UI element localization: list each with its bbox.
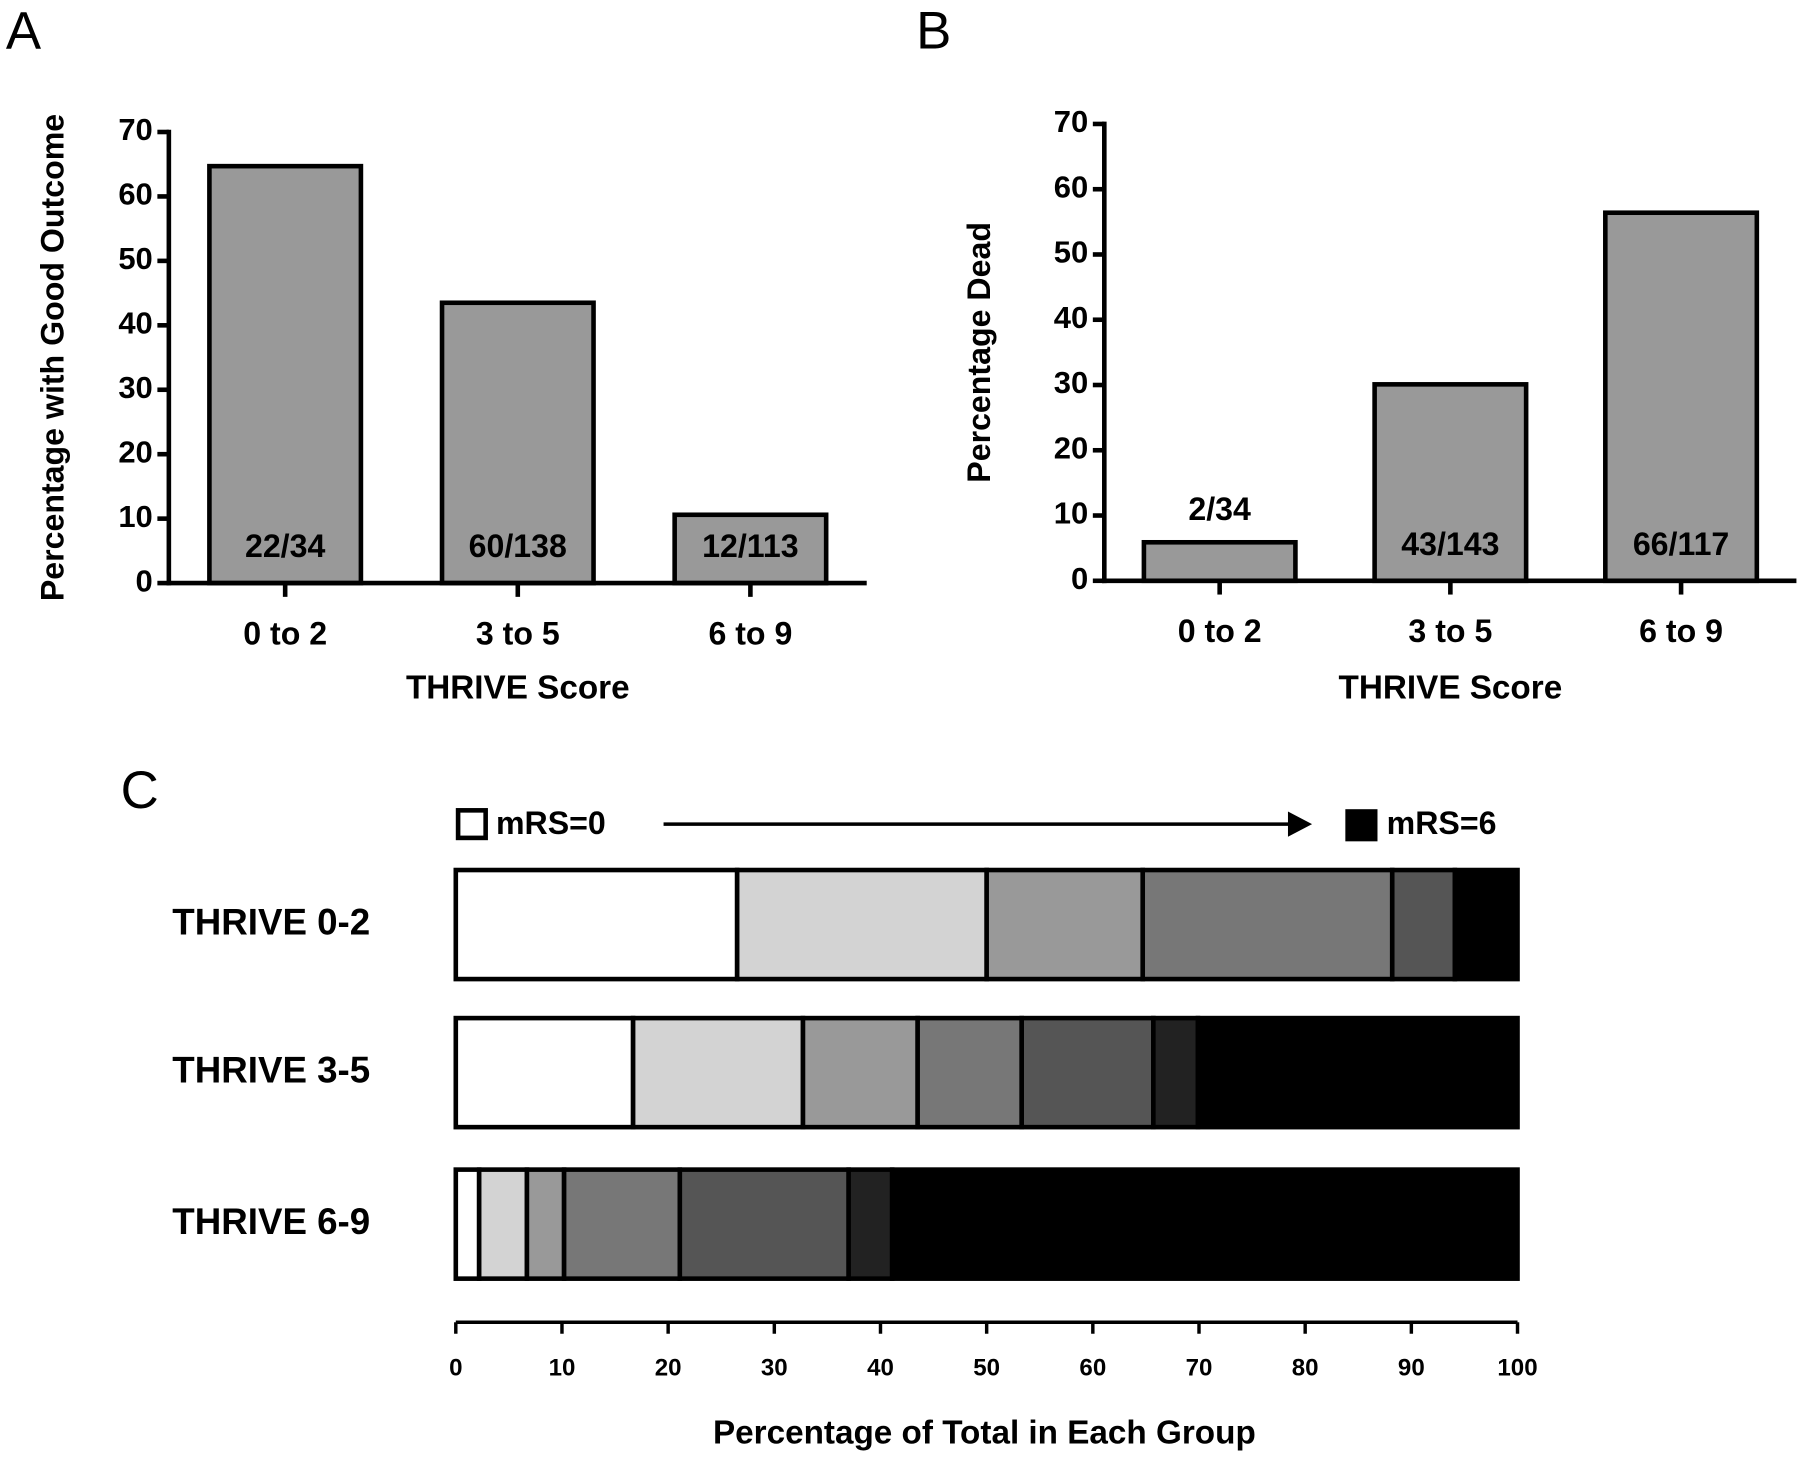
value-label: 22/34: [245, 528, 326, 564]
x-axis-label: THRIVE Score: [1339, 670, 1563, 707]
x-tick-label: 90: [1398, 1355, 1425, 1382]
y-tick-label: 50: [118, 241, 152, 276]
value-label: 60/138: [469, 528, 567, 564]
legend-label: mRS=0: [496, 805, 606, 841]
bar-segment: [846, 1167, 895, 1281]
bar-segment: [476, 1167, 530, 1281]
y-tick-label: 60: [118, 177, 152, 212]
bar-segment: [984, 867, 1146, 982]
x-axis-label: THRIVE Score: [406, 670, 630, 707]
x-tick-label: 60: [1079, 1355, 1106, 1382]
x-axis-label: Percentage of Total in Each Group: [713, 1415, 1256, 1452]
x-tick-label: 50: [973, 1355, 1000, 1382]
y-tick-label: 20: [118, 434, 152, 469]
row-label: THRIVE 0-2: [172, 901, 370, 942]
y-tick-label: 30: [1054, 365, 1088, 400]
x-tick-label: 10: [549, 1355, 576, 1382]
y-axis-label: Percentage with Good Outcome: [35, 114, 71, 601]
panel-letter: A: [6, 1, 42, 60]
bar-segment: [453, 1015, 636, 1130]
bar: [672, 512, 829, 586]
bar-segment: [524, 1167, 567, 1281]
x-tick-label: 0: [449, 1355, 462, 1382]
x-tick-label: 40: [867, 1355, 894, 1382]
y-tick-label: 40: [118, 306, 152, 341]
bar: [1141, 539, 1298, 584]
panel-letter: C: [121, 761, 159, 820]
x-tick-label: 3 to 5: [1408, 613, 1492, 649]
y-tick-label: 0: [136, 563, 153, 598]
bar-segment: [677, 1167, 851, 1281]
x-tick-label: 0 to 2: [1178, 613, 1262, 649]
bar-segment: [800, 1015, 920, 1130]
x-tick-label: 6 to 9: [1639, 613, 1723, 649]
legend-swatch: [1345, 809, 1378, 842]
y-tick-label: 10: [118, 499, 152, 534]
y-tick-label: 60: [1054, 169, 1088, 204]
bar-segment: [561, 1167, 683, 1281]
y-axis-label: Percentage Dead: [961, 222, 997, 483]
panel-letter: B: [916, 1, 951, 60]
bar: [1603, 210, 1760, 584]
y-tick-label: 0: [1071, 561, 1088, 596]
bar-segment: [734, 867, 989, 982]
value-label: 12/113: [702, 528, 799, 564]
bar-segment: [1389, 867, 1458, 982]
x-tick-label: 30: [761, 1355, 788, 1382]
x-tick-label: 80: [1292, 1355, 1319, 1382]
bar-segment: [1151, 1015, 1201, 1130]
x-tick-label: 100: [1497, 1355, 1537, 1382]
value-label: 2/34: [1188, 491, 1251, 527]
row-label: THRIVE 6-9: [172, 1201, 370, 1242]
bar: [439, 300, 596, 586]
value-label: 43/143: [1401, 526, 1499, 562]
y-tick-label: 30: [118, 370, 152, 405]
bar: [207, 163, 364, 586]
bar-segment: [630, 1015, 806, 1130]
value-label: 66/117: [1633, 526, 1730, 562]
legend-arrowhead: [1287, 811, 1313, 837]
y-tick-label: 50: [1054, 235, 1088, 270]
y-tick-label: 10: [1054, 496, 1088, 531]
bar-segment: [453, 867, 740, 982]
bar-segment: [889, 1167, 1520, 1281]
x-tick-label: 6 to 9: [708, 615, 792, 651]
bar-segment: [1452, 867, 1520, 982]
legend-label: mRS=6: [1387, 805, 1497, 841]
y-tick-label: 20: [1054, 430, 1088, 465]
bar-segment: [453, 1167, 482, 1281]
legend-swatch: [455, 808, 488, 841]
x-tick-label: 3 to 5: [476, 615, 560, 651]
x-tick-label: 0 to 2: [243, 615, 327, 651]
x-tick-label: 70: [1186, 1355, 1213, 1382]
x-tick-label: 20: [655, 1355, 682, 1382]
bar-segment: [1140, 867, 1395, 982]
y-tick-label: 70: [1054, 104, 1088, 139]
bar-segment: [915, 1015, 1024, 1130]
y-tick-label: 70: [118, 112, 152, 147]
y-tick-label: 40: [1054, 300, 1088, 335]
row-label: THRIVE 3-5: [172, 1049, 370, 1090]
bar-segment: [1019, 1015, 1156, 1130]
bar-segment: [1195, 1015, 1520, 1130]
